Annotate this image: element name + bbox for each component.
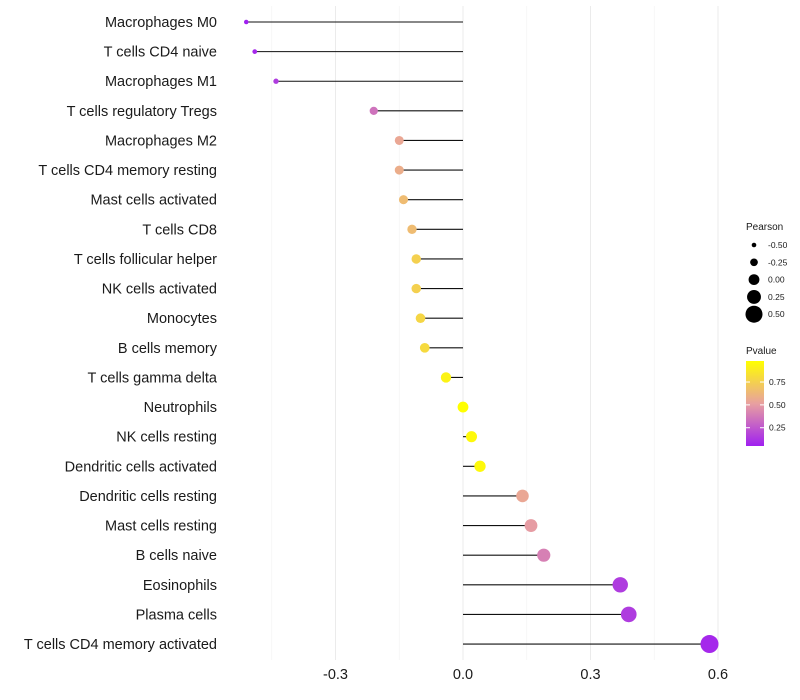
category-label: T cells CD4 memory resting bbox=[38, 163, 217, 179]
lollipop-point bbox=[516, 489, 529, 503]
lollipop-point bbox=[620, 606, 637, 623]
lollipop-point bbox=[252, 49, 258, 54]
category-label: B cells naive bbox=[136, 548, 217, 564]
category-label: Monocytes bbox=[147, 311, 217, 327]
category-label: T cells regulatory Tregs bbox=[67, 104, 217, 120]
size-legend-key bbox=[751, 242, 757, 248]
pvalue-colorbar bbox=[746, 361, 764, 446]
category-label: Mast cells activated bbox=[90, 193, 217, 209]
category-label: Macrophages M0 bbox=[105, 15, 217, 31]
category-label: Neutrophils bbox=[144, 400, 217, 416]
lollipop-point bbox=[244, 19, 249, 25]
category-label: Dendritic cells resting bbox=[79, 489, 217, 505]
color-legend-title: Pvalue bbox=[746, 346, 777, 357]
lollipop-point bbox=[411, 254, 421, 264]
x-tick-label: 0.0 bbox=[453, 667, 473, 683]
category-label: T cells CD4 naive bbox=[104, 45, 217, 61]
lollipop-point bbox=[457, 401, 469, 413]
lollipop-point bbox=[419, 342, 430, 353]
category-label: NK cells resting bbox=[116, 430, 217, 446]
lollipop-point bbox=[411, 283, 421, 294]
size-legend-key bbox=[748, 274, 760, 286]
pvalue-color-legend: Pvalue 0.25 0.50 0.75 bbox=[746, 346, 786, 446]
x-axis-ticks: -0.3 0.0 0.3 0.6 bbox=[323, 667, 728, 683]
colorbar-label: 0.50 bbox=[769, 400, 786, 410]
category-label: Plasma cells bbox=[136, 607, 217, 623]
x-tick-label: 0.6 bbox=[708, 667, 728, 683]
size-legend-label: -0.25 bbox=[768, 257, 788, 267]
lollipop-points bbox=[244, 19, 719, 654]
lollipop-point bbox=[398, 195, 409, 205]
category-labels: Macrophages M0 T cells CD4 naive Macrophag… bbox=[24, 15, 218, 653]
colorbar-label: 0.75 bbox=[769, 377, 786, 387]
lollipop-point bbox=[537, 548, 551, 562]
category-label: Macrophages M2 bbox=[105, 133, 217, 149]
size-legend-key bbox=[750, 258, 758, 267]
lollipop-point bbox=[273, 78, 279, 84]
lollipop-point bbox=[474, 460, 486, 472]
colorbar-label: 0.25 bbox=[769, 423, 786, 433]
lollipop-point bbox=[700, 635, 719, 654]
size-legend-label: 0.25 bbox=[768, 292, 785, 302]
lollipop-point bbox=[369, 106, 378, 115]
lollipop-point bbox=[394, 165, 404, 175]
category-label: Dendritic cells activated bbox=[65, 459, 217, 475]
lollipop-point bbox=[465, 431, 478, 443]
category-label: Eosinophils bbox=[143, 578, 217, 594]
category-label: T cells gamma delta bbox=[88, 370, 218, 386]
lollipop-point bbox=[407, 224, 417, 235]
size-legend-key bbox=[745, 305, 763, 323]
x-tick-label: -0.3 bbox=[323, 667, 348, 683]
lollipop-stems bbox=[246, 21, 710, 645]
category-label: NK cells activated bbox=[102, 282, 217, 298]
category-label: Mast cells resting bbox=[105, 519, 217, 535]
grid-lines bbox=[271, 6, 719, 660]
size-legend-key bbox=[747, 289, 761, 304]
size-legend-label: -0.50 bbox=[768, 240, 788, 250]
category-label: B cells memory bbox=[118, 341, 218, 357]
lollipop-point bbox=[415, 313, 426, 323]
pearson-size-legend: Pearson -0.50 -0.25 0.00 0.25 0.50 bbox=[745, 222, 788, 323]
category-label: T cells CD8 bbox=[142, 222, 217, 238]
size-legend-label: 0.00 bbox=[768, 275, 785, 285]
category-label: T cells CD4 memory activated bbox=[24, 637, 217, 653]
category-label: T cells follicular helper bbox=[74, 252, 217, 268]
size-legend-title: Pearson bbox=[746, 222, 783, 233]
x-tick-label: 0.3 bbox=[580, 667, 600, 683]
lollipop-point bbox=[394, 136, 404, 145]
lollipop-point bbox=[440, 372, 452, 383]
category-label: Macrophages M1 bbox=[105, 74, 217, 90]
lollipop-point bbox=[524, 519, 538, 532]
lollipop-point bbox=[612, 577, 628, 593]
size-legend-label: 0.50 bbox=[768, 309, 785, 319]
